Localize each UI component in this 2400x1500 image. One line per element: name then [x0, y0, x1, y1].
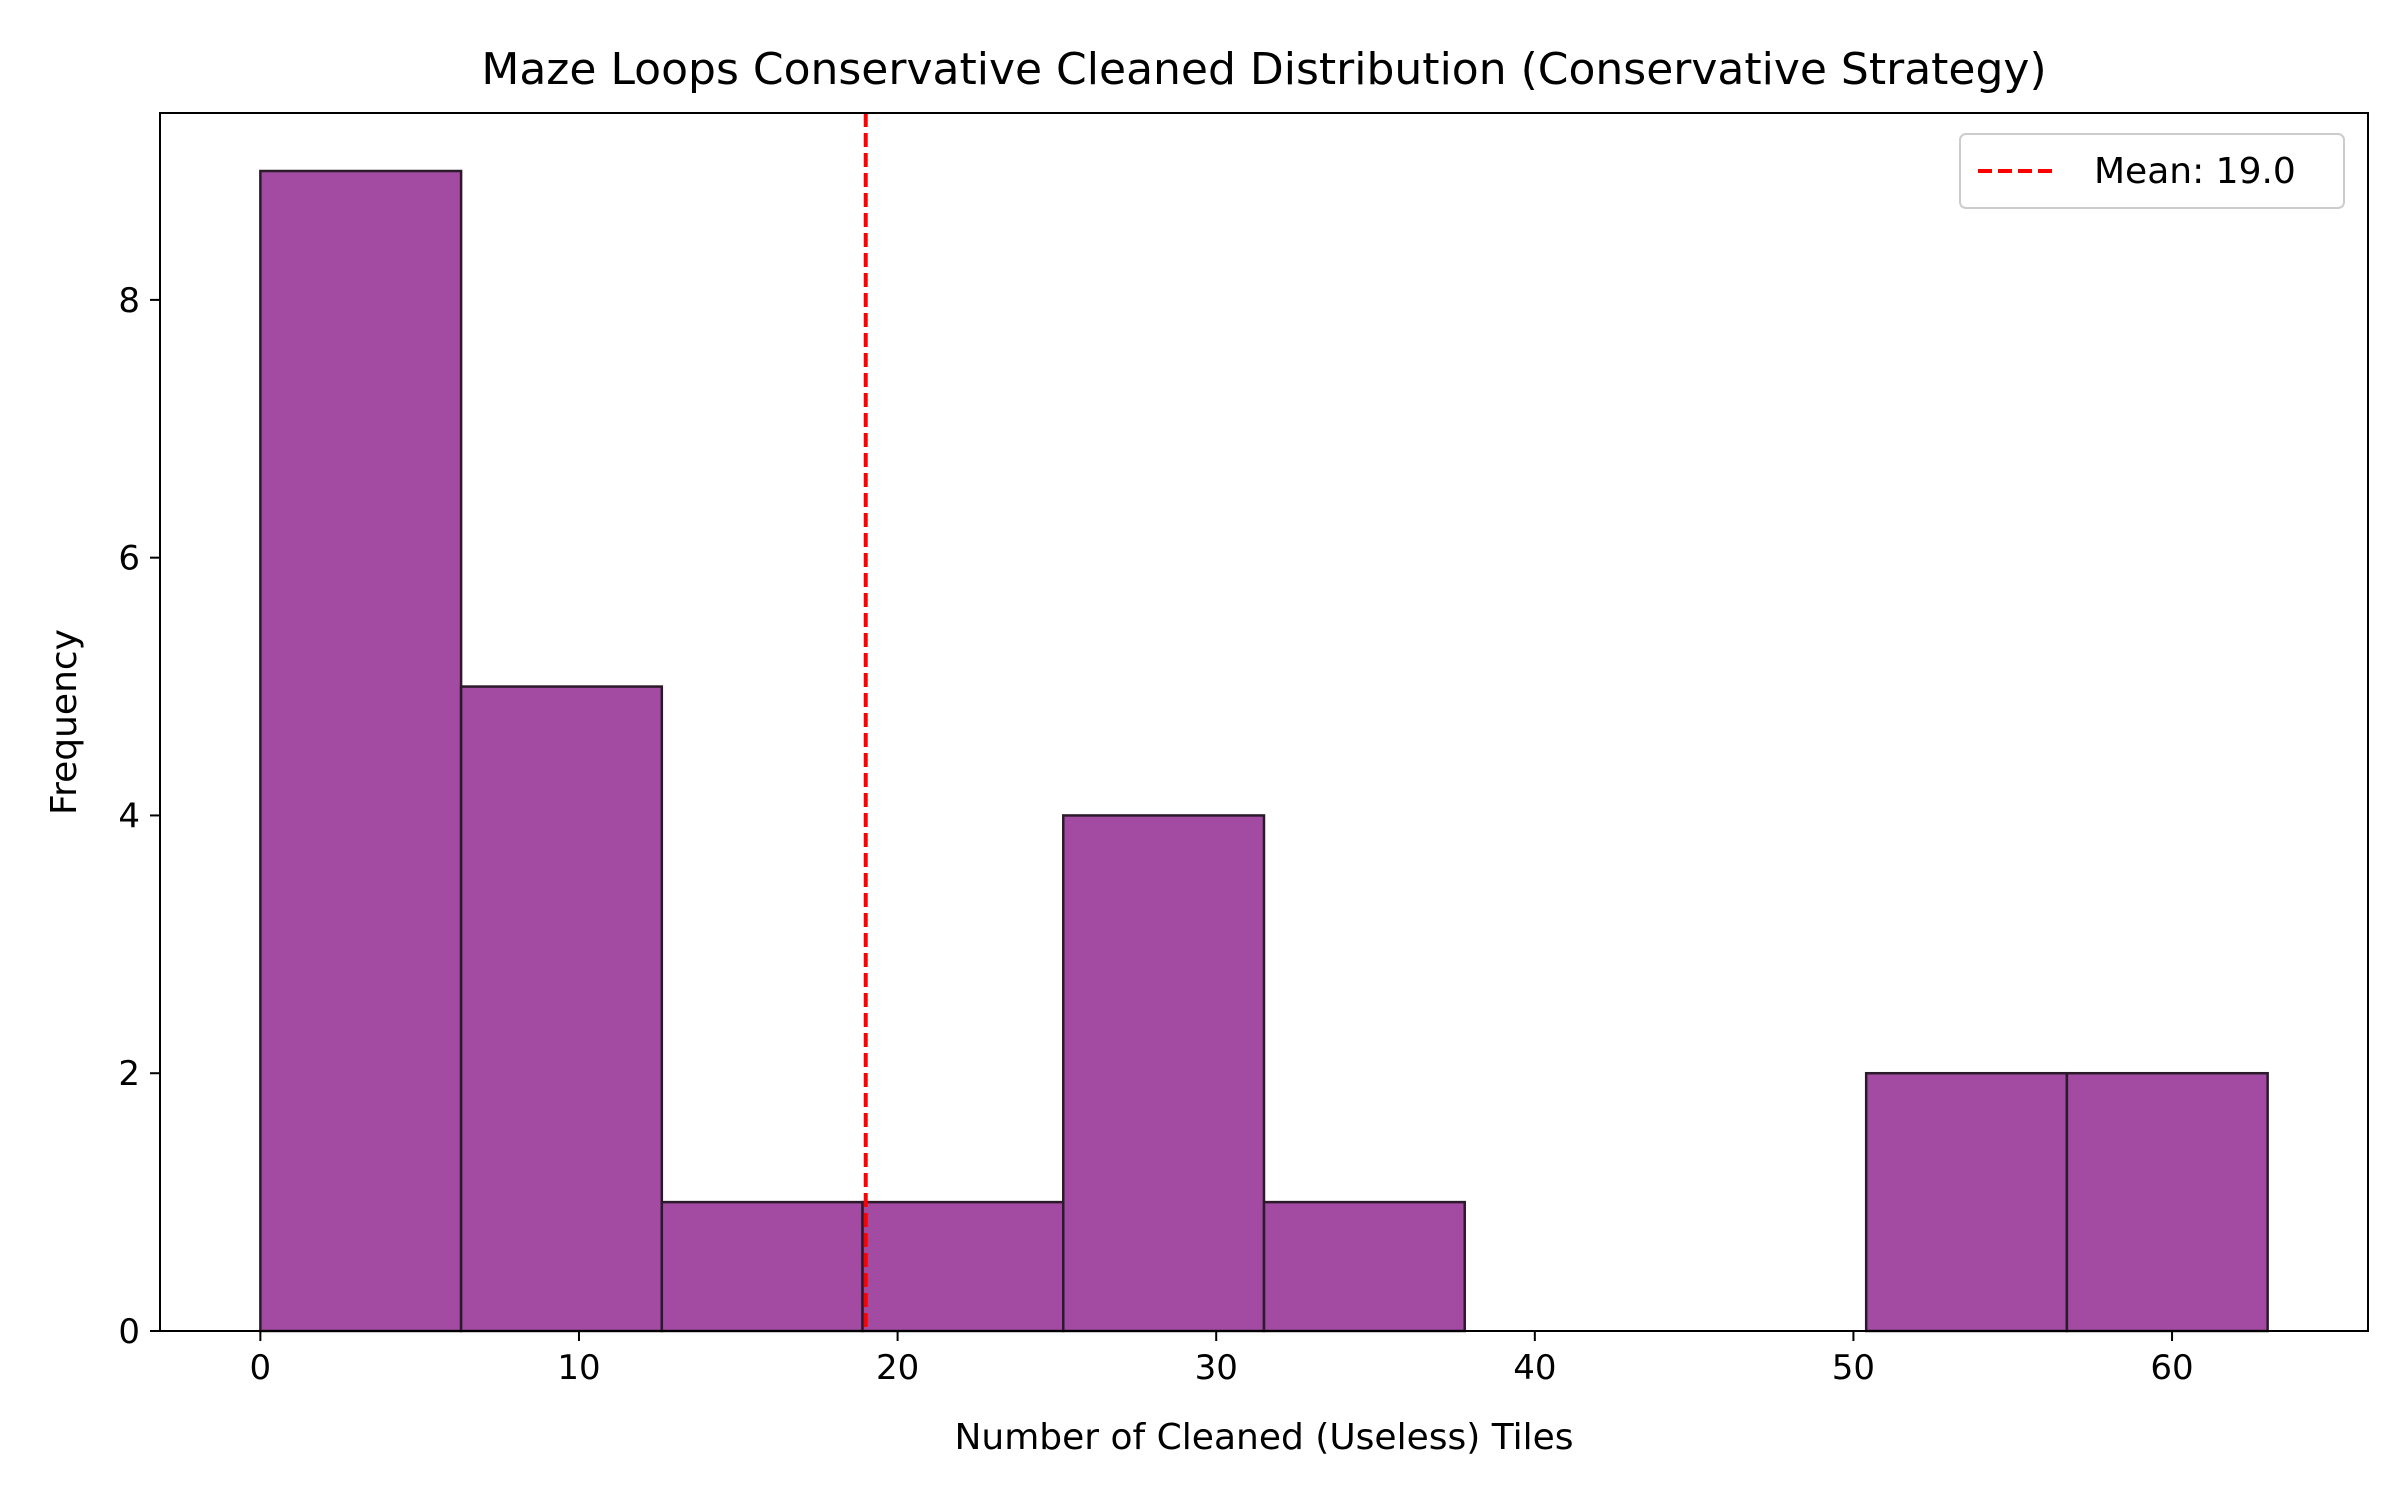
y-tick-label: 8: [118, 281, 140, 321]
x-axis-ticks: 0 10 20 30 40 50 60: [250, 1331, 2194, 1388]
legend: Mean: 19.0: [1959, 133, 2345, 209]
y-tick-label: 2: [118, 1054, 140, 1094]
x-tick-label: 50: [1832, 1348, 1875, 1388]
legend-box: [1959, 133, 2345, 209]
histogram-bar: [660, 1200, 864, 1333]
histogram-bar: [1062, 814, 1266, 1333]
x-tick-label: 20: [876, 1348, 919, 1388]
x-tick-label: 0: [250, 1348, 272, 1388]
y-axis-ticks: 0 2 4 6 8: [118, 281, 160, 1352]
y-tick-label: 4: [118, 796, 140, 836]
legend-mean-label: Mean: 19.0: [2094, 151, 2296, 192]
histogram-bar: [2065, 1071, 2269, 1333]
histogram-bar: [1262, 1200, 1466, 1333]
x-tick-label: 60: [2150, 1348, 2193, 1388]
x-axis-label: Number of Cleaned (Useless) Tiles: [954, 1417, 1573, 1458]
x-tick-label: 10: [557, 1348, 600, 1388]
x-tick-label: 30: [1195, 1348, 1238, 1388]
chart-title: Maze Loops Conservative Cleaned Distribu…: [481, 44, 2046, 95]
y-axis-label: Frequency: [44, 629, 85, 815]
plot-frame: [159, 112, 2369, 1332]
y-tick-label: 6: [118, 539, 140, 579]
histogram-bar: [1864, 1071, 2069, 1333]
x-tick-label: 40: [1513, 1348, 1556, 1388]
histogram-bar: [459, 685, 664, 1333]
y-tick-label: 0: [118, 1312, 140, 1352]
histogram-bar: [861, 1200, 1065, 1333]
histogram-bar: [259, 169, 463, 1333]
bars-group: [259, 169, 2269, 1333]
